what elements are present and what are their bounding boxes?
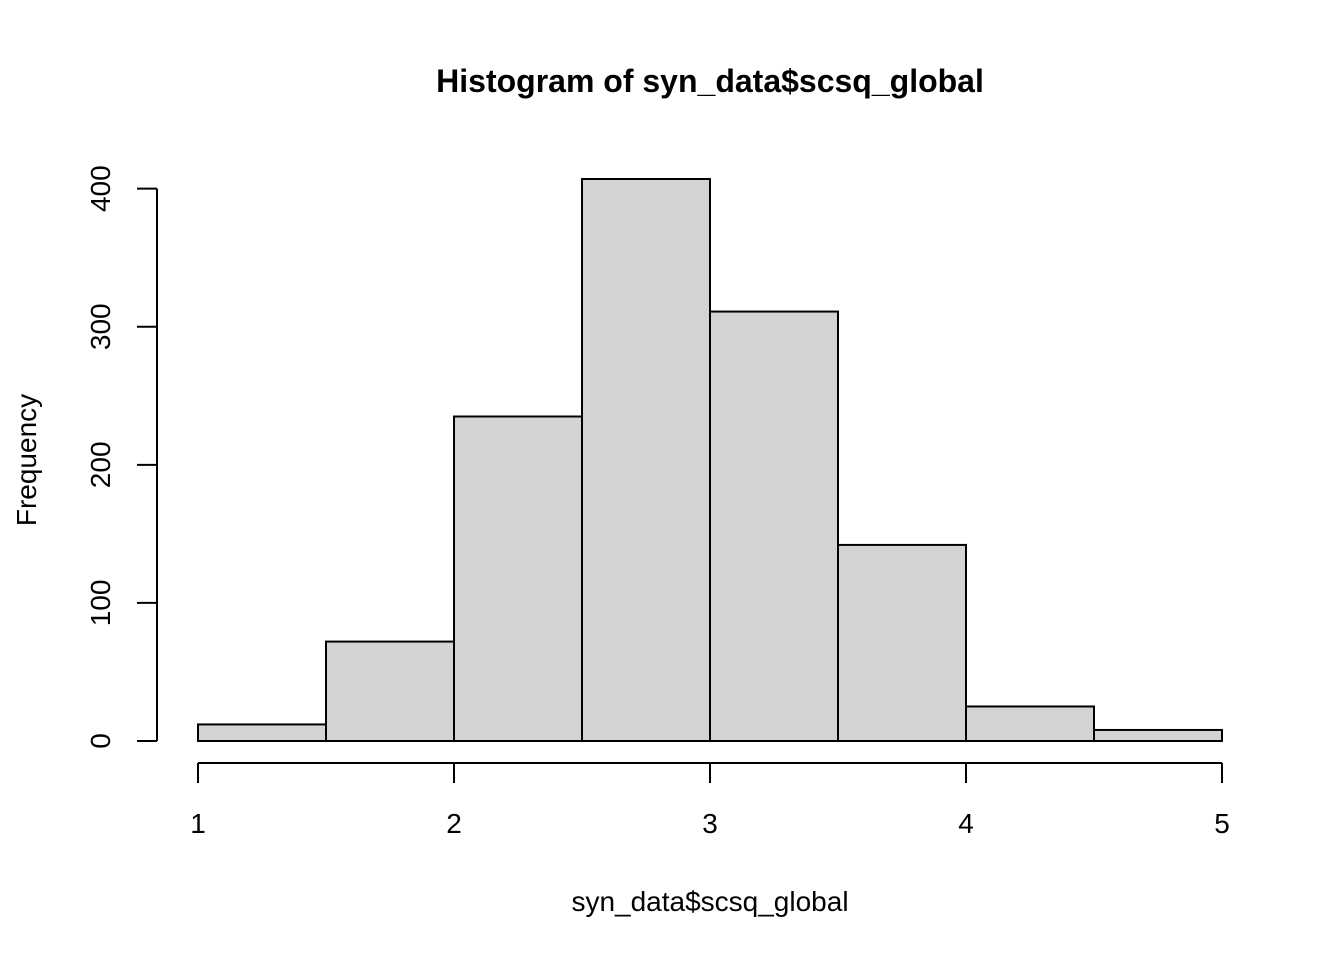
y-tick-label: 100	[85, 580, 116, 627]
y-tick-label: 0	[85, 733, 116, 749]
histogram-bar-2	[325, 640, 455, 742]
x-axis-label: syn_data$scsq_global	[571, 886, 848, 917]
chart-title: Histogram of syn_data$scsq_global	[436, 63, 984, 99]
x-tick-label: 1	[190, 808, 206, 839]
histogram-bar-1	[197, 723, 327, 743]
y-axis-label: Frequency	[11, 394, 42, 526]
histogram-bar-3	[453, 415, 583, 742]
histogram-bar-8	[1093, 728, 1223, 742]
y-tick-label: 300	[85, 303, 116, 350]
x-axis-ticks: 1 2 3 4 5	[190, 763, 1230, 839]
histogram-bar-7	[965, 705, 1095, 743]
x-tick-label: 5	[1214, 808, 1230, 839]
x-tick-label: 3	[702, 808, 718, 839]
y-tick-label: 200	[85, 441, 116, 488]
x-tick-label: 4	[958, 808, 974, 839]
histogram-bar-6	[837, 543, 967, 743]
x-tick-label: 2	[446, 808, 462, 839]
y-tick-label: 400	[85, 165, 116, 212]
histogram-bar-5	[709, 310, 839, 742]
bars-group	[197, 178, 1223, 743]
histogram-bar-4	[581, 178, 711, 742]
y-axis-ticks: 0 100 200 300 400	[85, 165, 157, 749]
